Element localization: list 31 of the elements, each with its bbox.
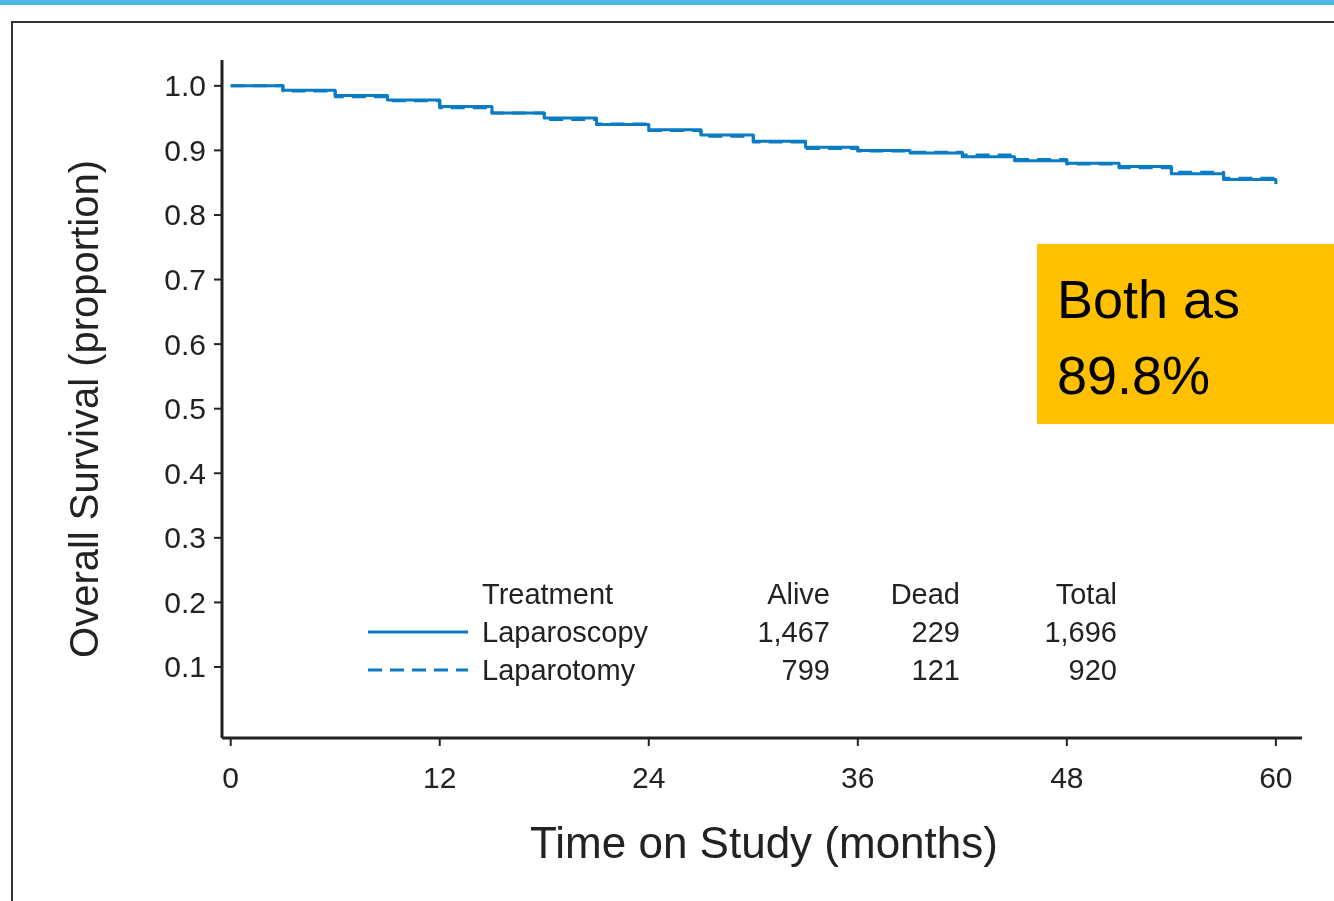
x-tick-label: 0 — [222, 761, 240, 794]
y-tick-label: 0.6 — [164, 327, 206, 361]
y-tick-label: 0.9 — [164, 133, 206, 167]
annotation: 1,696 — [1044, 616, 1117, 648]
y-axis-title: Overall Survival (proportion) — [62, 160, 106, 658]
y-tick-label: 0.1 — [164, 650, 206, 684]
legend-title: Treatment — [482, 578, 614, 610]
y-tick-label: 0.4 — [164, 456, 206, 490]
x-tick-label: 36 — [841, 761, 875, 794]
annotation: Both as 89.8% — [1057, 269, 1241, 405]
x-tick-label: 24 — [632, 761, 666, 794]
annotation: 1,467 — [757, 616, 830, 648]
y-tick-label: 1.0 — [164, 69, 206, 103]
x-tick-label: 48 — [1050, 761, 1084, 794]
y-tick-label: 0.2 — [164, 585, 206, 619]
y-tick-label: 0.3 — [164, 521, 206, 555]
annotation: Total — [1055, 578, 1117, 610]
annotation: 229 — [911, 616, 960, 648]
legend-label: Laparoscopy — [482, 616, 649, 648]
y-tick-label: 0.8 — [164, 198, 206, 232]
x-tick-label: 60 — [1259, 761, 1293, 794]
y-tick-label: 0.5 — [164, 392, 206, 426]
annotation: 799 — [781, 654, 830, 686]
annotation: 920 — [1068, 654, 1117, 686]
annotation: Alive — [767, 578, 830, 610]
legend-label: Laparotomy — [482, 654, 636, 686]
x-axis-title: Time on Study (months) — [530, 818, 998, 867]
annotation: 121 — [911, 654, 960, 686]
y-tick-label: 0.7 — [164, 263, 206, 297]
annotation: Dead — [890, 578, 960, 610]
x-tick-label: 12 — [423, 761, 457, 794]
